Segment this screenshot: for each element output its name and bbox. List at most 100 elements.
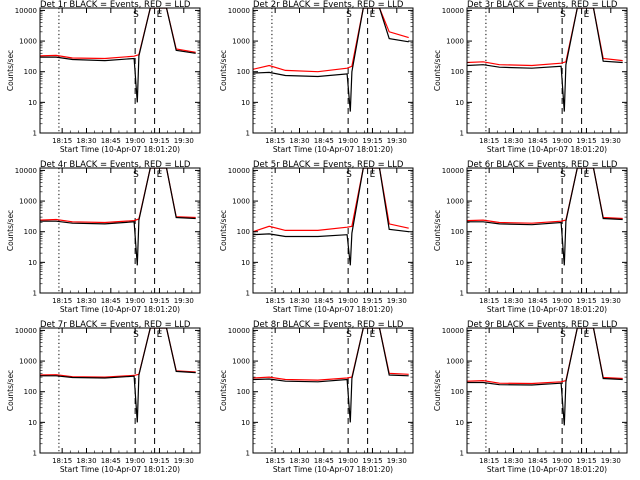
x-tick-label: 19:15 bbox=[576, 297, 596, 305]
x-tick-label: 18:45 bbox=[314, 137, 334, 145]
x-tick-label: 18:30 bbox=[503, 297, 523, 305]
series-group bbox=[467, 8, 623, 112]
x-tick-label: 19:15 bbox=[362, 457, 382, 465]
end-marker-label: E bbox=[584, 330, 590, 340]
x-tick-label: 18:15 bbox=[52, 137, 72, 145]
x-tick-label: 19:30 bbox=[387, 457, 407, 465]
y-tick-label: 1 bbox=[460, 130, 464, 138]
y-tick-label: 1 bbox=[33, 130, 37, 138]
start-marker-label: S bbox=[133, 10, 139, 20]
x-tick-label: 19:30 bbox=[387, 137, 407, 145]
y-axis-label: Counts/sec bbox=[6, 210, 15, 251]
y-tick-label: 1000 bbox=[232, 358, 250, 366]
plot-frame bbox=[39, 7, 201, 134]
x-axis-label: Start Time (10-Apr-07 18:01:20) bbox=[273, 145, 393, 154]
x-tick-label: 18:45 bbox=[528, 457, 548, 465]
y-tick-label: 1 bbox=[33, 290, 37, 298]
y-tick-label: 10 bbox=[241, 419, 250, 427]
y-tick-label: 1 bbox=[33, 450, 37, 458]
y-tick-label: 100 bbox=[237, 228, 250, 236]
y-tick-label: 1000 bbox=[446, 198, 464, 206]
x-tick-label: 19:00 bbox=[552, 137, 572, 145]
y-tick-label: 1 bbox=[460, 450, 464, 458]
detector-panel: 1 10 100 1000 10000 18:15 18:30 18:45 19:00 19:15… bbox=[433, 0, 628, 154]
x-axis-label: Start Time (10-Apr-07 18:01:20) bbox=[60, 145, 180, 154]
x-tick-label: 19:15 bbox=[149, 297, 169, 305]
x-tick-label: 19:00 bbox=[338, 137, 358, 145]
x-tick-label: 18:15 bbox=[52, 457, 72, 465]
detector-panel: 1 10 100 1000 10000 18:15 18:30 18:45 19:00 19:15… bbox=[433, 160, 628, 314]
y-axis-label: Counts/sec bbox=[219, 210, 228, 251]
x-tick-label: 18:30 bbox=[289, 297, 309, 305]
y-tick-label: 10000 bbox=[442, 7, 464, 15]
plot-frame bbox=[252, 7, 414, 134]
series-line-events bbox=[467, 8, 623, 112]
series-group bbox=[40, 8, 196, 103]
y-axis-label: Counts/sec bbox=[433, 50, 442, 91]
detector-panel: 1 10 100 1000 10000 18:15 18:30 18:45 19:00 19:15… bbox=[219, 320, 414, 474]
plot-frame bbox=[466, 327, 628, 454]
y-tick-label: 100 bbox=[451, 388, 464, 396]
x-tick-label: 19:30 bbox=[174, 137, 194, 145]
x-tick-label: 18:30 bbox=[289, 457, 309, 465]
y-tick-label: 1000 bbox=[19, 358, 37, 366]
end-marker-label: E bbox=[157, 330, 163, 340]
series-line-events bbox=[40, 328, 196, 423]
panel-title: Det 8r BLACK = Events, RED = LLD bbox=[253, 320, 404, 330]
y-tick-label: 1 bbox=[460, 290, 464, 298]
x-tick-label: 19:30 bbox=[601, 297, 621, 305]
y-tick-label: 100 bbox=[24, 388, 37, 396]
y-tick-label: 1000 bbox=[19, 38, 37, 46]
x-tick-label: 18:15 bbox=[479, 297, 499, 305]
detector-panel: 1 10 100 1000 10000 18:15 18:30 18:45 19:00 19:15… bbox=[6, 320, 201, 474]
x-tick-label: 19:00 bbox=[125, 297, 145, 305]
series-line-events bbox=[253, 168, 409, 266]
x-tick-label: 19:30 bbox=[601, 137, 621, 145]
y-tick-label: 10 bbox=[241, 99, 250, 107]
y-tick-label: 100 bbox=[24, 68, 37, 76]
detector-panel: 1 10 100 1000 10000 18:15 18:30 18:45 19:00 19:15… bbox=[6, 0, 201, 154]
series-group bbox=[467, 328, 623, 426]
series-group bbox=[40, 168, 196, 266]
y-tick-label: 10 bbox=[28, 259, 37, 267]
x-tick-label: 19:15 bbox=[576, 457, 596, 465]
x-tick-label: 18:30 bbox=[76, 297, 96, 305]
start-marker-label: S bbox=[346, 170, 352, 180]
x-tick-label: 19:15 bbox=[362, 297, 382, 305]
plot-frame bbox=[39, 327, 201, 454]
series-group bbox=[253, 8, 409, 112]
y-tick-label: 1000 bbox=[232, 38, 250, 46]
detector-panel: 1 10 100 1000 10000 18:15 18:30 18:45 19:00 19:15… bbox=[433, 320, 628, 474]
x-axis-label: Start Time (10-Apr-07 18:01:20) bbox=[273, 465, 393, 474]
x-tick-label: 18:45 bbox=[101, 137, 121, 145]
x-tick-label: 18:30 bbox=[76, 457, 96, 465]
panel-title: Det 1r BLACK = Events, RED = LLD bbox=[40, 0, 191, 10]
start-marker-label: S bbox=[560, 10, 566, 20]
y-tick-label: 1 bbox=[246, 450, 250, 458]
series-line-events bbox=[253, 328, 409, 423]
y-tick-label: 1000 bbox=[232, 198, 250, 206]
series-group bbox=[467, 168, 623, 266]
y-tick-label: 10000 bbox=[228, 167, 250, 175]
end-marker-label: E bbox=[370, 170, 376, 180]
y-tick-label: 10 bbox=[28, 419, 37, 427]
panel-title: Det 6r BLACK = Events, RED = LLD bbox=[467, 160, 618, 170]
x-tick-label: 19:30 bbox=[174, 457, 194, 465]
y-axis-label: Counts/sec bbox=[219, 50, 228, 91]
x-axis-label: Start Time (10-Apr-07 18:01:20) bbox=[487, 465, 607, 474]
x-tick-label: 18:45 bbox=[314, 457, 334, 465]
series-line-lld bbox=[253, 8, 409, 73]
y-tick-label: 10000 bbox=[228, 7, 250, 15]
end-marker-label: E bbox=[157, 170, 163, 180]
panel-title: Det 9r BLACK = Events, RED = LLD bbox=[467, 320, 618, 330]
x-tick-label: 18:45 bbox=[528, 137, 548, 145]
series-group bbox=[40, 328, 196, 423]
series-line-events bbox=[40, 168, 196, 266]
x-tick-label: 18:15 bbox=[265, 137, 285, 145]
x-tick-label: 18:45 bbox=[528, 297, 548, 305]
plot-frame bbox=[252, 167, 414, 294]
x-tick-label: 19:30 bbox=[601, 457, 621, 465]
x-tick-label: 18:30 bbox=[503, 137, 523, 145]
series-group bbox=[253, 328, 409, 423]
